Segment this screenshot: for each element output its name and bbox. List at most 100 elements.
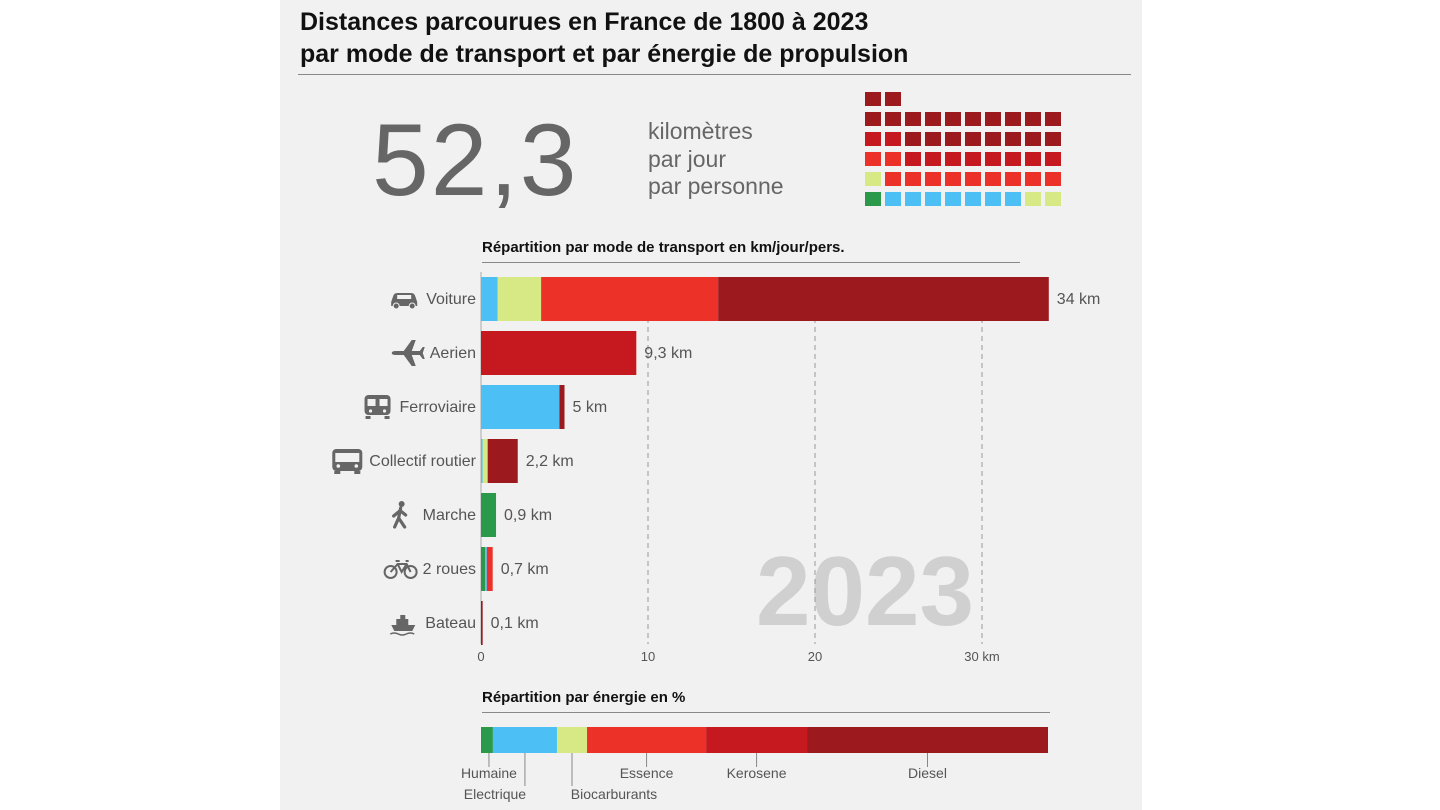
waffle-cell-essence [985,172,1001,186]
category-label: Aerien [430,345,476,362]
bar-segment-humaine [481,547,486,591]
boat-icon [389,614,417,636]
waffle-cell-diesel [885,92,901,106]
waffle-cell-diesel [945,112,961,126]
waffle-cell-diesel [865,112,881,126]
x-tick-label: 20 [808,649,822,664]
waffle-cell-kerosene [925,152,941,166]
headline-unit-line1: kilomètres [648,118,753,144]
energy-segment-electrique [492,727,557,753]
waffle-cell-essence [885,152,901,166]
bar-segment-electrique [481,385,560,429]
waffle-cell-diesel [985,112,1001,126]
bar-segment-diesel [718,277,1049,321]
category-label: 2 roues [423,561,476,578]
bar-segment-humaine [481,493,497,537]
bar-segment-biocarburants [497,277,542,321]
bar-value-label: 0,9 km [504,507,552,524]
waffle-cell-essence [885,172,901,186]
energy-label-humaine: Humaine [461,765,517,781]
bar-value-label: 0,1 km [491,615,539,632]
x-tick-label: 10 [641,649,655,664]
bar-value-label: 0,7 km [501,561,549,578]
waffle-cell-electrique [965,192,981,206]
bar-segment-diesel [559,385,565,429]
waffle-cell-diesel [965,132,981,146]
bar-segment-essence [486,547,493,591]
year-watermark: 2023 [756,536,975,646]
bar-value-label: 9,3 km [644,345,692,362]
energy-label-kerosene: Kerosene [727,765,787,781]
waffle-cell-biocarburants [1025,192,1041,206]
waffle-cell-diesel [885,112,901,126]
x-tick-label: 30 km [964,649,999,664]
bar-segment-diesel [481,601,483,645]
waffle-cell-electrique [945,192,961,206]
energy-label-essence: Essence [620,765,674,781]
waffle-cell-kerosene [945,152,961,166]
waffle-cell-diesel [925,112,941,126]
headline-value: 52,3 [372,103,579,217]
bar-segment-biocarburants [482,439,488,483]
waffle-cell-essence [945,172,961,186]
car-icon [390,292,418,310]
waffle-cell-electrique [985,192,1001,206]
bar-2-roues: 0,7 km 2 roues [383,547,549,591]
waffle-cell-diesel [925,132,941,146]
train-icon [364,395,391,419]
bar-voiture: 34 km Voiture [390,277,1100,321]
category-label: Bateau [425,615,476,632]
energy-segment-kerosene [706,727,808,753]
bar-value-label: 5 km [573,399,608,416]
waffle-cell-diesel [1045,112,1061,126]
waffle-cell-essence [905,172,921,186]
waffle-cell-biocarburants [865,172,881,186]
waffle-cell-kerosene [1025,152,1041,166]
walking-person-icon [392,499,408,529]
waffle-cell-essence [925,172,941,186]
bar-ferroviaire: 5 km Ferroviaire [364,385,608,429]
energy-label-diesel: Diesel [908,765,947,781]
waffle-cell-diesel [865,92,881,106]
waffle-cell-diesel [1025,132,1041,146]
waffle-cell-diesel [945,132,961,146]
waffle-cell-kerosene [905,152,921,166]
energy-label-electrique: Electrique [464,786,526,802]
waffle-cell-diesel [905,112,921,126]
energy-section-rule [482,712,1050,713]
bar-segment-electrique [481,439,483,483]
energy-segment-humaine [481,727,493,753]
bar-segment-kerosene [481,331,637,375]
waffle-cell-diesel [985,132,1001,146]
waffle-cell-diesel [1005,132,1021,146]
energy-label-biocarburants: Biocarburants [571,786,657,802]
waffle-cell-kerosene [865,132,881,146]
waffle-cell-biocarburants [1045,192,1061,206]
bar-bateau: 0,1 km Bateau [389,601,539,645]
waffle-cell-essence [865,152,881,166]
waffle-cell-diesel [965,112,981,126]
chart-title-line1: Distances parcourues en France de 1800 à… [300,8,869,36]
waffle-cell-humaine [865,192,881,206]
waffle-cell-diesel [905,132,921,146]
title-divider [298,74,1131,75]
category-label: Ferroviaire [400,399,477,416]
energy-segment-biocarburants [556,727,588,753]
bicycle-icon [383,560,418,579]
bar-value-label: 2,2 km [526,453,574,470]
chart-title-line2: par mode de transport et par énergie de … [300,40,909,68]
waffle-cell-electrique [905,192,921,206]
waffle-cell-essence [1045,172,1061,186]
airplane-icon [391,340,425,366]
bar-segment-diesel [487,439,518,483]
bar-aerien: 9,3 km Aerien [391,331,692,375]
waffle-cell-kerosene [1045,152,1061,166]
waffle-chart [865,92,1061,206]
waffle-cell-kerosene [965,152,981,166]
waffle-cell-kerosene [885,132,901,146]
bar-segment-electrique [485,547,487,591]
headline-unit-line2: par jour [648,146,726,172]
waffle-cell-electrique [925,192,941,206]
energy-stacked-bar: Humaine Electrique Biocarburants Essence Ker… [461,727,1048,802]
